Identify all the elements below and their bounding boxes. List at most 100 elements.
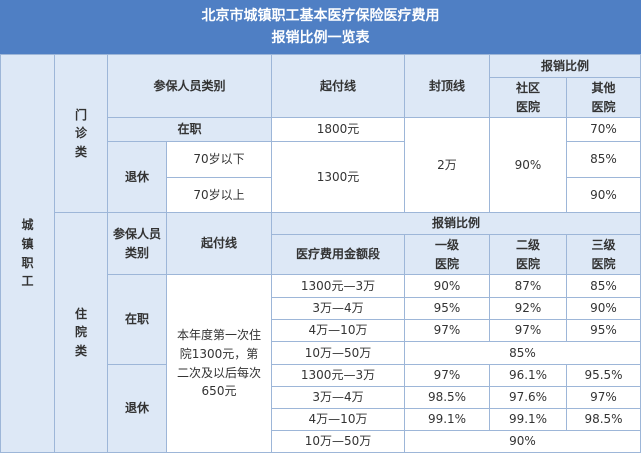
cell-text: 4万—10万 <box>308 412 368 427</box>
cell-text: 起付线 <box>319 78 356 93</box>
table-cell: 92% <box>490 298 567 320</box>
cell-text: 96.1% <box>508 368 548 383</box>
table-cell: 1800元 <box>272 118 405 142</box>
cell-text: 70岁以上 <box>193 187 245 202</box>
cell-text: 97% <box>433 323 461 338</box>
cell-text: 98.5% <box>427 390 467 405</box>
cell-text: 1300元—3万 <box>300 368 376 383</box>
table-cell: 85% <box>567 275 641 298</box>
cell-text: 98.5% <box>584 412 623 427</box>
table-cell: 3万—4万 <box>272 387 405 409</box>
cell-text: 1300元—3万 <box>300 278 376 293</box>
cell-text: 参保人员类别 <box>113 226 162 260</box>
table-cell: 97% <box>490 320 567 342</box>
header-cell: 三级医院 <box>567 235 641 275</box>
title-line: 北京市城镇职工基本医疗保险医疗费用 <box>201 7 440 24</box>
header-cell: 封顶线 <box>405 55 490 118</box>
table-cell: 70% <box>567 118 641 142</box>
table-cell: 97% <box>405 365 490 387</box>
cell-text: 门诊类 <box>75 107 88 159</box>
cell-text: 2万 <box>437 157 457 172</box>
cell-text: 医疗费用金额段 <box>295 247 380 262</box>
cell-text: 10万—50万 <box>304 434 372 449</box>
table-cell: 1300元—3万 <box>272 365 405 387</box>
header-cell: 参保人员类别 <box>108 213 167 275</box>
cell-text: 4万—10万 <box>308 323 368 338</box>
cell-text: 在职 <box>177 122 202 137</box>
table-cell: 90% <box>567 298 641 320</box>
cell-text: 在职 <box>124 312 149 327</box>
table-cell: 95.5% <box>567 365 641 387</box>
table-cell: 90% <box>567 178 641 213</box>
cell-text: 90% <box>509 434 536 449</box>
deductible-note: 本年度第一次住院1300元，第二次及以后每次650元 <box>167 275 272 453</box>
table-cell: 87% <box>490 275 567 298</box>
header-cell: 二级医院 <box>490 235 567 275</box>
table-cell: 98.5% <box>405 387 490 409</box>
cell-text: 97% <box>433 368 461 383</box>
row-label: 退休 <box>108 365 167 453</box>
cell-text: 90% <box>514 157 542 172</box>
cell-text: 退休 <box>124 401 149 416</box>
title-line: 报销比例一览表 <box>271 30 370 46</box>
row-label: 70岁以上 <box>167 178 272 213</box>
header-cell: 起付线 <box>272 55 405 118</box>
header-cell: 报销比例 <box>490 55 641 78</box>
cell-text: 90% <box>590 301 617 316</box>
header-cell: 一级医院 <box>405 235 490 275</box>
cell-text: 99.1% <box>508 412 548 427</box>
cell-text: 70% <box>590 122 617 137</box>
cell-text: 一级医院 <box>434 237 459 271</box>
cell-text: 97% <box>590 390 617 405</box>
table-cell: 90% <box>405 275 490 298</box>
table-cell: 85% <box>405 342 641 365</box>
table-cell: 95% <box>405 298 490 320</box>
table-cell: 90% <box>405 431 641 453</box>
cell-text: 10万—50万 <box>304 345 372 360</box>
table-cell: 1300元—3万 <box>272 275 405 298</box>
cell-text: 退休 <box>124 169 149 184</box>
cell-text: 85% <box>590 278 617 293</box>
header-cell: 医疗费用金额段 <box>272 235 405 275</box>
cell-text: 3万—4万 <box>312 390 364 405</box>
cell-text: 社区医院 <box>515 80 540 114</box>
cell-text: 住院类 <box>75 306 88 358</box>
table-cell: 95% <box>567 320 641 342</box>
row-label: 在职 <box>108 275 167 365</box>
table-cell: 99.1% <box>405 409 490 431</box>
cell-text: 95.5% <box>584 368 623 383</box>
section-label: 门诊类 <box>55 55 108 213</box>
table-cell: 4万—10万 <box>272 409 405 431</box>
cell-text: 97.6% <box>508 390 548 405</box>
table-cell: 10万—50万 <box>272 342 405 365</box>
cell-text: 城镇职工 <box>21 218 34 289</box>
header-cell: 起付线 <box>167 213 272 275</box>
row-label: 退休 <box>108 142 167 213</box>
cell-text: 85% <box>590 152 617 167</box>
cell-text: 二级医院 <box>515 237 540 271</box>
table-cell: 97% <box>567 387 641 409</box>
table-cell: 4万—10万 <box>272 320 405 342</box>
table-cell: 3万—4万 <box>272 298 405 320</box>
table-cell: 1300元 <box>272 142 405 213</box>
cell-text: 报销比例 <box>431 216 480 231</box>
cell-text: 90% <box>590 187 617 202</box>
header-cell: 报销比例 <box>272 213 641 235</box>
cell-text: 99.1% <box>427 412 467 427</box>
cell-text: 封顶线 <box>428 78 465 93</box>
cell-text: 本年度第一次住院1300元，第二次及以后每次650元 <box>176 328 261 399</box>
section-label: 住院类 <box>55 213 108 453</box>
table-cell: 97% <box>405 320 490 342</box>
cell-text: 95% <box>433 301 461 316</box>
cell-text: 85% <box>509 345 536 360</box>
group-label: 城镇职工 <box>0 55 55 453</box>
table-title: 北京市城镇职工基本医疗保险医疗费用 报销比例一览表 <box>0 0 641 55</box>
table-cell: 2万 <box>405 118 490 213</box>
cell-text: 95% <box>590 323 617 338</box>
table-cell: 99.1% <box>490 409 567 431</box>
cell-text: 参保人员类别 <box>153 78 226 93</box>
cell-text: 起付线 <box>200 236 237 251</box>
cell-text: 其他医院 <box>591 80 616 114</box>
cell-text: 97% <box>514 323 542 338</box>
